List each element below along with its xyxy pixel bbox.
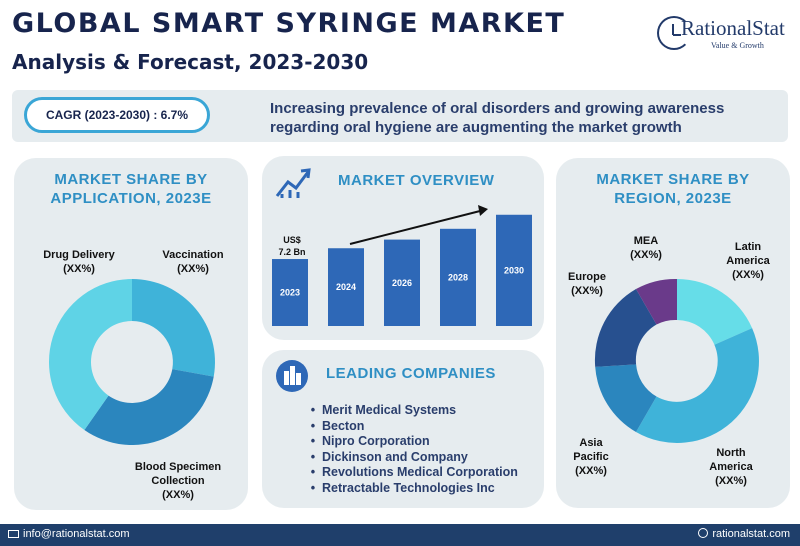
application-share-card: MARKET SHARE BY APPLICATION, 2023E Drug … [14,158,248,510]
market-overview-card: MARKET OVERVIEW US$ 7.2 Bn 2023 2024 2026 2… [262,156,544,340]
bar-label-2024: 2024 [336,282,356,292]
website-text: rationalstat.com [712,528,790,540]
banner-text: Increasing prevalence of oral disorders … [270,100,725,136]
logo-name: RationalStat [681,16,785,40]
list-item: Retractable Technologies Inc [304,481,518,497]
list-item: Merit Medical Systems [304,403,518,419]
footer-website[interactable]: rationalstat.com [698,528,790,540]
list-item: Dickinson and Company [304,450,518,466]
label-drug-delivery: Drug Delivery (XX%) [24,248,134,276]
donut-segment-europe [594,289,657,367]
clock-circle-icon [657,16,691,50]
title-line: MARKET SHARE BY [596,171,750,188]
logo-tagline: Value & Growth [711,41,764,50]
page-subtitle: Analysis & Forecast, 2023-2030 [12,50,369,74]
title-line: MARKET SHARE BY [54,171,208,188]
bar-2028 [440,228,476,326]
market-overview-bar-chart: 2023 2024 2026 2028 2030 [272,205,532,326]
title-line: REGION, 2023E [614,190,732,207]
application-donut [48,279,215,446]
chart-arrow-icon [275,168,311,198]
label-line: Pacific [573,451,609,463]
label-line: (XX%) [177,263,209,275]
label-line: (XX%) [630,249,662,261]
bar-2026 [384,239,420,326]
donut-segment-north-america [636,328,759,443]
label-line: Europe [568,271,606,283]
donut-segment-mea [636,278,677,325]
bar-2024 [328,248,364,326]
label-line: Drug Delivery [43,249,115,261]
label-blood-specimen: Blood Specimen Collection (XX%) [118,460,238,502]
donut-segment-latin-america [677,279,753,345]
label-line: North [716,447,746,459]
rationalstat-logo: RationalStat Value & Growth [657,14,792,54]
trend-arrow-head [478,205,488,216]
bar-label-2026: 2026 [392,278,412,288]
label-line: (XX%) [715,475,747,487]
list-item: Nipro Corporation [304,434,518,450]
bar-value-label: US$ 7.2 Bn [272,234,312,258]
companies-list: Merit Medical Systems Becton Nipro Corpo… [304,403,518,497]
label-line: US$ [283,235,301,245]
label-asia-pacific: Asia Pacific (XX%) [566,436,616,478]
label-line: (XX%) [63,263,95,275]
region-share-card: MARKET SHARE BY REGION, 2023E MEA (XX%) … [556,158,790,508]
label-mea: MEA (XX%) [626,234,666,262]
list-item: Becton [304,419,518,435]
label-vaccination: Vaccination (XX%) [148,248,238,276]
label-line: Blood Specimen [134,461,222,473]
region-donut [594,278,759,443]
label-line: (XX%) [575,465,607,477]
application-share-title: MARKET SHARE BY APPLICATION, 2023E [14,170,248,208]
cagr-badge: CAGR (2023-2030) : 6.7% [24,97,210,133]
label-line: America [726,255,770,267]
label-line: (XX%) [162,489,194,501]
label-latin-america: Latin America (XX%) [716,240,780,282]
label-line: Asia [579,437,603,449]
label-line: 7.2 Bn [278,247,306,257]
mail-icon [8,530,19,538]
label-north-america: North America (XX%) [696,446,766,488]
bar-label-2028: 2028 [448,272,468,282]
label-line: Vaccination [162,249,224,261]
bar-label-2030: 2030 [504,265,524,275]
label-line: MEA [633,235,659,247]
bar-2030 [496,214,532,326]
footer-email[interactable]: info@rationalstat.com [8,528,130,540]
title-line: APPLICATION, 2023E [50,190,212,207]
market-overview-title: MARKET OVERVIEW [338,172,495,189]
page-title: GLOBAL SMART SYRINGE MARKET [12,8,566,39]
donut-segment-drug-delivery [48,279,133,430]
buildings-icon [276,360,308,392]
label-europe: Europe (XX%) [562,270,612,298]
label-line: Latin [734,241,762,253]
footer-bar: info@rationalstat.com rationalstat.com [0,524,800,546]
label-line: (XX%) [571,285,603,297]
globe-icon [698,528,709,538]
label-line: America [709,461,753,473]
trend-arrow-line [349,209,485,245]
label-line: (XX%) [732,269,764,281]
bar-label-2023: 2023 [280,288,300,298]
cagr-banner: CAGR (2023-2030) : 6.7% Increasing preva… [12,90,788,142]
leading-companies-title: LEADING COMPANIES [326,365,496,382]
bar-2023 [272,259,308,326]
donut-segment-blood-specimen [84,369,214,446]
donut-segment-vaccination [132,279,215,377]
email-text: info@rationalstat.com [23,528,130,540]
region-share-title: MARKET SHARE BY REGION, 2023E [556,170,790,208]
list-item: Revolutions Medical Corporation [304,465,518,481]
donut-segment-asia-pacific [595,364,657,432]
label-line: Collection [151,475,205,487]
